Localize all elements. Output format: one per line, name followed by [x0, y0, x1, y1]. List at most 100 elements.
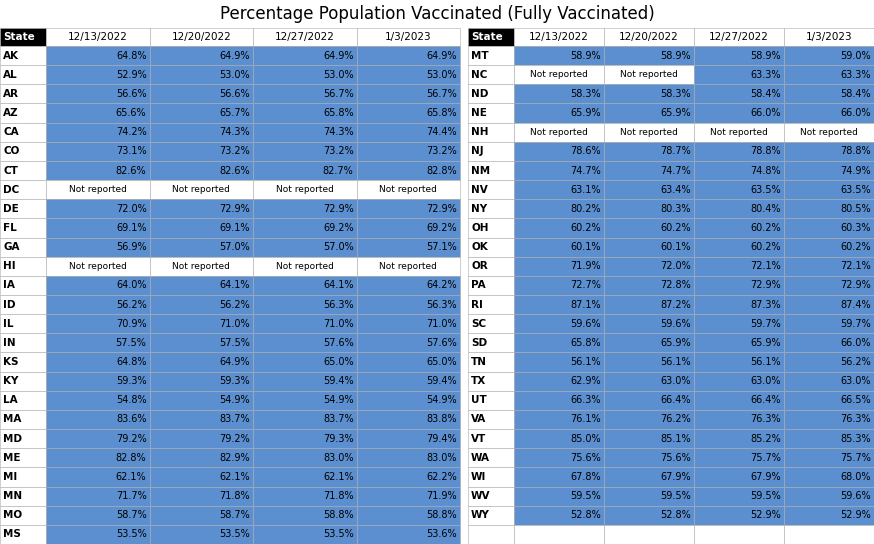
Bar	[514, 486, 604, 506]
Bar	[694, 276, 784, 295]
Text: 64.9%: 64.9%	[323, 51, 353, 60]
Bar	[357, 122, 460, 142]
Bar	[784, 199, 874, 218]
Bar	[253, 276, 357, 295]
Text: 65.7%: 65.7%	[219, 108, 250, 118]
Bar	[514, 142, 604, 161]
Bar	[253, 448, 357, 467]
Bar	[149, 486, 253, 506]
Text: Not reported: Not reported	[172, 262, 230, 271]
Bar	[604, 372, 694, 391]
Text: 74.3%: 74.3%	[323, 127, 353, 137]
Bar	[0, 391, 46, 410]
Bar	[46, 506, 149, 525]
Text: ID: ID	[3, 300, 16, 310]
Bar	[149, 46, 253, 65]
Text: Not reported: Not reported	[172, 185, 230, 194]
Bar	[46, 276, 149, 295]
Bar	[357, 372, 460, 391]
Bar	[784, 506, 874, 525]
Bar	[46, 486, 149, 506]
Bar	[694, 122, 784, 142]
Bar	[784, 46, 874, 65]
Bar	[694, 142, 784, 161]
Bar	[468, 122, 514, 142]
Bar	[514, 257, 604, 276]
Text: NM: NM	[471, 165, 490, 176]
Bar	[357, 180, 460, 199]
Bar	[357, 353, 460, 372]
Text: 83.7%: 83.7%	[323, 415, 353, 424]
Text: 82.9%: 82.9%	[219, 453, 250, 463]
Text: AR: AR	[3, 89, 19, 99]
Bar	[514, 199, 604, 218]
Text: 63.3%: 63.3%	[841, 70, 871, 80]
Text: 57.6%: 57.6%	[323, 338, 353, 348]
Bar	[357, 238, 460, 257]
Text: 63.0%: 63.0%	[751, 376, 781, 386]
Bar	[694, 218, 784, 238]
Text: 56.3%: 56.3%	[323, 300, 353, 310]
Text: SD: SD	[471, 338, 487, 348]
Bar	[784, 276, 874, 295]
Text: Not reported: Not reported	[379, 262, 437, 271]
Text: 73.2%: 73.2%	[219, 146, 250, 156]
Bar	[0, 333, 46, 353]
Bar	[468, 84, 514, 103]
Bar	[253, 525, 357, 544]
Text: 54.8%: 54.8%	[116, 395, 147, 405]
Text: 72.9%: 72.9%	[219, 204, 250, 214]
Bar	[514, 372, 604, 391]
Text: 78.6%: 78.6%	[571, 146, 601, 156]
Bar	[357, 65, 460, 84]
Text: 63.5%: 63.5%	[751, 184, 781, 195]
Text: 82.8%: 82.8%	[116, 453, 147, 463]
Bar	[604, 295, 694, 314]
Text: 56.3%: 56.3%	[427, 300, 457, 310]
Bar	[149, 295, 253, 314]
Text: 75.7%: 75.7%	[840, 453, 871, 463]
Text: 54.9%: 54.9%	[219, 395, 250, 405]
Bar	[784, 180, 874, 199]
Bar	[468, 199, 514, 218]
Bar	[149, 180, 253, 199]
Bar	[357, 218, 460, 238]
Text: 59.6%: 59.6%	[841, 491, 871, 501]
Text: 85.3%: 85.3%	[841, 434, 871, 444]
Text: 71.9%: 71.9%	[427, 491, 457, 501]
Bar	[468, 161, 514, 180]
Bar	[46, 142, 149, 161]
Text: OK: OK	[471, 242, 488, 252]
Bar	[253, 180, 357, 199]
Bar	[46, 525, 149, 544]
Bar	[357, 276, 460, 295]
Bar	[149, 84, 253, 103]
Bar	[149, 161, 253, 180]
Text: 83.6%: 83.6%	[116, 415, 147, 424]
Text: KS: KS	[3, 357, 18, 367]
Text: 67.8%: 67.8%	[571, 472, 601, 482]
Bar	[784, 103, 874, 122]
Text: 72.0%: 72.0%	[115, 204, 147, 214]
Text: 52.9%: 52.9%	[115, 70, 147, 80]
Text: 60.1%: 60.1%	[571, 242, 601, 252]
Text: 85.1%: 85.1%	[661, 434, 691, 444]
Text: Not reported: Not reported	[530, 128, 588, 137]
Bar	[0, 218, 46, 238]
Text: 62.1%: 62.1%	[116, 472, 147, 482]
Bar	[357, 84, 460, 103]
Bar	[468, 314, 514, 333]
Bar	[784, 486, 874, 506]
Bar	[253, 28, 357, 46]
Text: OR: OR	[471, 261, 488, 271]
Bar	[46, 84, 149, 103]
Text: 58.3%: 58.3%	[571, 89, 601, 99]
Bar	[468, 46, 514, 65]
Text: 64.9%: 64.9%	[219, 51, 250, 60]
Bar	[46, 333, 149, 353]
Bar	[604, 28, 694, 46]
Text: 78.7%: 78.7%	[660, 146, 691, 156]
Bar	[46, 122, 149, 142]
Bar	[357, 506, 460, 525]
Bar	[514, 103, 604, 122]
